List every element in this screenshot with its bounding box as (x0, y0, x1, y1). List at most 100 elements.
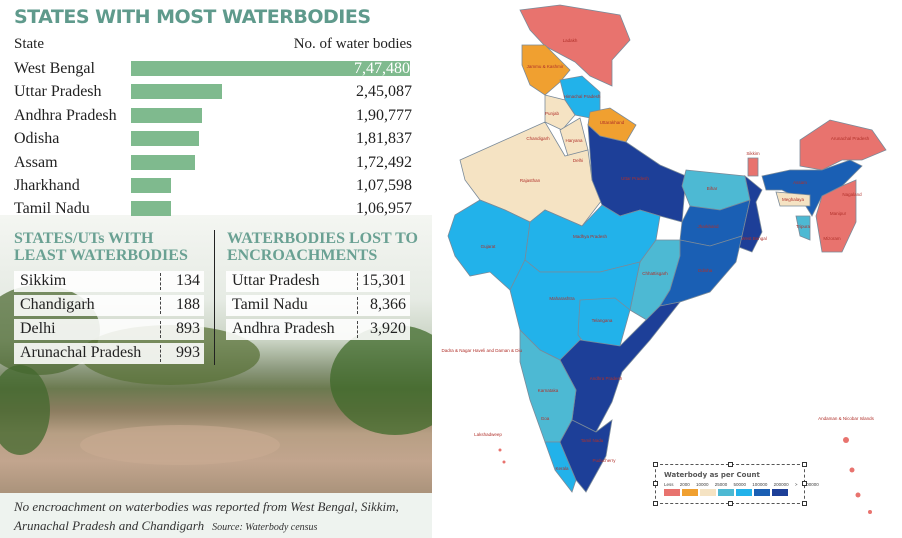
state-label: Assam (793, 180, 807, 185)
island (843, 437, 849, 443)
state-region (519, 4, 631, 87)
bar-value-label: 1,81,837 (356, 130, 412, 148)
state-label: Telangana (592, 318, 613, 323)
island (868, 510, 872, 514)
row-value: 3,920 (370, 320, 406, 337)
state-region (544, 94, 576, 131)
state-region (795, 215, 811, 241)
state-label: Puducherry (592, 458, 616, 463)
bar (131, 131, 199, 147)
state-region (659, 235, 743, 307)
bar-value-label: 1,90,777 (356, 106, 412, 124)
legend-title: Waterbody as per Count (664, 471, 760, 479)
state-label: Chandigarh (526, 136, 550, 141)
state-label: Manipur (830, 211, 847, 216)
state-region (521, 44, 571, 96)
bar-row: West Bengal 7,47,480 (0, 58, 430, 80)
bar-category-label: Andhra Pradesh (14, 106, 117, 124)
state-region (747, 157, 759, 177)
caption-text: No encroachment on waterbodies was repor… (14, 499, 399, 533)
state-label: West Bengal (741, 236, 766, 241)
bar-row: Assam 1,72,492 (0, 152, 430, 174)
table-row: Tamil Nadu 8,366 (226, 295, 410, 316)
bar-category-label: Tamil Nadu (14, 200, 90, 218)
legend-swatch (700, 489, 716, 496)
state-label: Uttarakhand (600, 120, 625, 125)
state-label: Karnataka (538, 388, 559, 393)
state-label: Jammu & Kashmir (527, 64, 564, 69)
bar-category-label: Odisha (14, 130, 60, 148)
state-region (775, 191, 811, 207)
state-region (559, 419, 613, 493)
table-row: Chandigarh 188 (14, 295, 204, 316)
bar-value-label: 1,72,492 (356, 153, 412, 171)
state-label: Odisha (698, 268, 713, 273)
bar-category-label: Assam (14, 153, 58, 171)
state-label: Arunachal Pradesh (831, 136, 870, 141)
chart-title: STATES WITH MOST WATERBODIES (14, 6, 371, 28)
bar (131, 178, 172, 193)
state-region (799, 119, 887, 171)
state-label: Rajasthan (520, 178, 541, 183)
title-line: WATERBODIES LOST TO (227, 230, 418, 247)
bar-row: Uttar Pradesh 2,45,087 (0, 81, 430, 103)
state-region (735, 174, 763, 253)
bar-value-label: 2,45,087 (356, 83, 412, 101)
island (498, 448, 502, 452)
row-value: 15,301 (362, 272, 406, 289)
row-name: Delhi (20, 320, 56, 337)
state-label: Jharkhand (697, 224, 719, 229)
lost-waterbodies-title: WATERBODIES LOST TO ENCROACHMENTS (227, 230, 418, 264)
state-label: Sikkim (746, 151, 760, 156)
india-map: Ladakh Jammu & Kashmir Himachal Pradesh Pun… (432, 0, 902, 538)
bar-value-label: 1,07,598 (356, 177, 412, 194)
bar-category-label: Uttar Pradesh (14, 83, 102, 101)
state-label: Tripura (796, 224, 811, 229)
state-label: Punjab (545, 111, 560, 116)
source-text: Source: Waterbody census (212, 522, 318, 533)
state-label: Ladakh (563, 38, 578, 43)
bar-row: Andhra Pradesh 1,90,777 (0, 105, 430, 127)
row-name: Uttar Pradesh (232, 272, 320, 289)
bar (131, 84, 223, 100)
state-label: Chhattisgarh (642, 271, 668, 276)
state-region (544, 441, 577, 493)
row-value: 993 (176, 344, 200, 361)
state-label: Meghalaya (782, 197, 805, 202)
bar (131, 154, 196, 170)
state-region (587, 124, 687, 223)
bar-row: Jharkhand 1,07,598 (0, 175, 430, 197)
row-name: Tamil Nadu (232, 296, 308, 313)
divider (214, 230, 215, 365)
bar (131, 61, 410, 76)
row-value: 893 (176, 320, 200, 337)
bar (131, 107, 203, 123)
title-line: ENCROACHMENTS (227, 247, 378, 264)
table-row: Uttar Pradesh 15,301 (226, 271, 410, 292)
infographic-panel: STATES WITH MOST WATERBODIES State No. o… (0, 0, 432, 538)
legend-swatch (664, 489, 680, 496)
table-row: Sikkim 134 (14, 271, 204, 292)
state-label: Delhi (573, 158, 583, 163)
state-label: Mizoram (823, 236, 841, 241)
bar-row: Odisha 1,81,837 (0, 128, 430, 150)
title-line: STATES/UTs WITH (14, 230, 154, 247)
column-header-count: No. of water bodies (293, 36, 412, 52)
map-legend: Waterbody as per Count Less 2000 10000 2… (653, 462, 819, 506)
state-label: Haryana (565, 138, 583, 143)
bar-value-label: 7,47,480 (354, 60, 410, 77)
caption: No encroachment on waterbodies was repor… (0, 493, 432, 538)
island (502, 460, 506, 464)
title-line: LEAST WATERBODIES (14, 247, 188, 264)
island (855, 492, 861, 498)
legend-swatch (754, 489, 770, 496)
row-value: 134 (176, 272, 200, 289)
row-value: 8,366 (370, 296, 406, 313)
state-label: Maharashtra (549, 296, 575, 301)
table-row: Andhra Pradesh 3,920 (226, 319, 410, 340)
bar (131, 201, 171, 217)
table-row: Delhi 893 (14, 319, 204, 340)
state-label: Nagaland (842, 192, 862, 197)
state-label: Andaman & Nicobar Islands (818, 416, 875, 421)
state-label: Tamil Nadu (581, 438, 604, 443)
